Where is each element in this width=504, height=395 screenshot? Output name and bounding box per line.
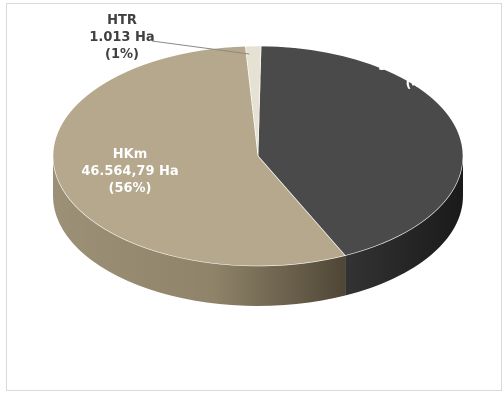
pie-label-hd-percent: (43%) [406,76,449,91]
pie-leader-line-htr [151,40,250,55]
pie-slice-side-hkm [53,156,346,306]
pie-label-hd-value: 35.553,97 Ha [378,59,475,74]
pie-label-hkm-name: HKm [113,147,148,162]
pie-label-hd-name: HD [416,42,438,57]
pie-label-htr-name: HTR [107,13,137,28]
pie-label-hkm-value: 46.564,79 Ha [81,164,178,179]
pie-label-htr-value: 1.013 Ha [89,30,154,45]
pie-slice-hd [257,45,464,256]
pie-slice-htr [245,45,262,157]
pie-label-hkm-percent: (56%) [109,181,152,196]
pie-label-htr-percent: (1%) [105,47,139,62]
pie-slice-side-hd [345,156,463,296]
pie-slice-hkm [52,45,346,267]
